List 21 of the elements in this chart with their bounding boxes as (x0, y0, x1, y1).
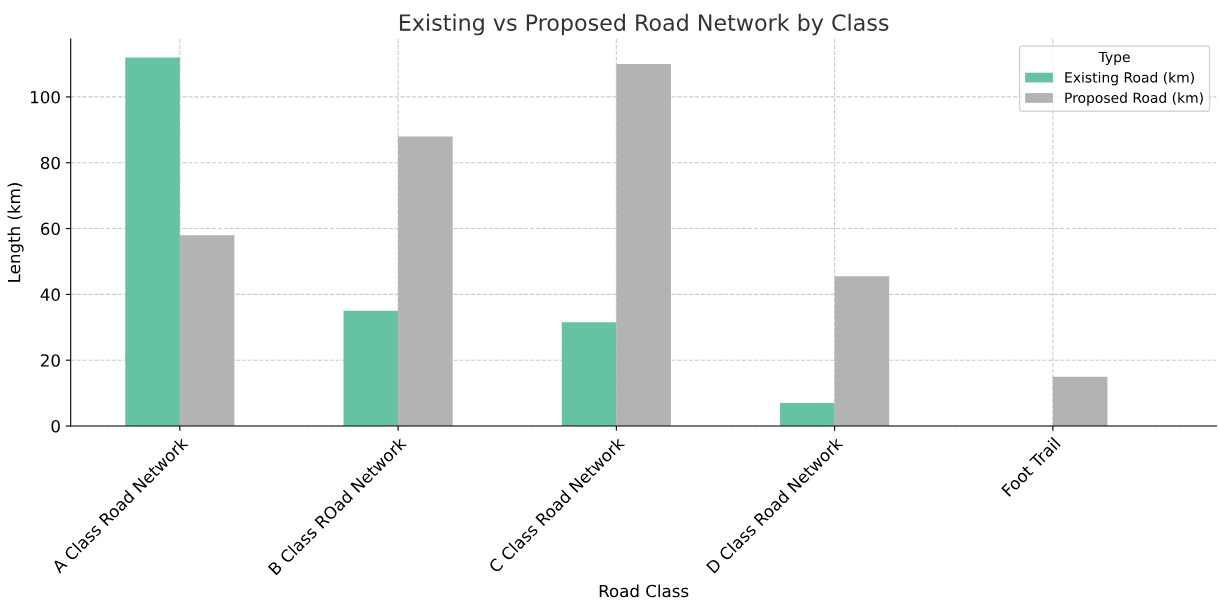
bar (398, 136, 453, 426)
bar (780, 402, 835, 426)
bar (616, 64, 671, 426)
y-tick-label: 80 (40, 156, 60, 170)
x-axis-title: Road Class (599, 584, 689, 598)
y-axis-title: Length (km) (7, 183, 24, 282)
legend-label: Existing Road (km) (1065, 71, 1194, 86)
y-tick-label: 0 (51, 419, 60, 433)
legend-label: Proposed Road (km) (1065, 92, 1203, 106)
y-tick-label: 100 (31, 90, 60, 104)
bar (125, 57, 180, 426)
legend-title: Type (1098, 51, 1130, 65)
bar (561, 322, 617, 426)
y-tick-label: 60 (40, 222, 60, 236)
bar (834, 276, 890, 426)
bar (179, 235, 235, 426)
y-tick-label: 20 (40, 354, 60, 367)
chart-title: Existing vs Proposed Road Network by Class (399, 13, 889, 36)
y-tick-label: 40 (40, 288, 60, 301)
bar (1052, 376, 1108, 426)
bar (343, 310, 399, 426)
